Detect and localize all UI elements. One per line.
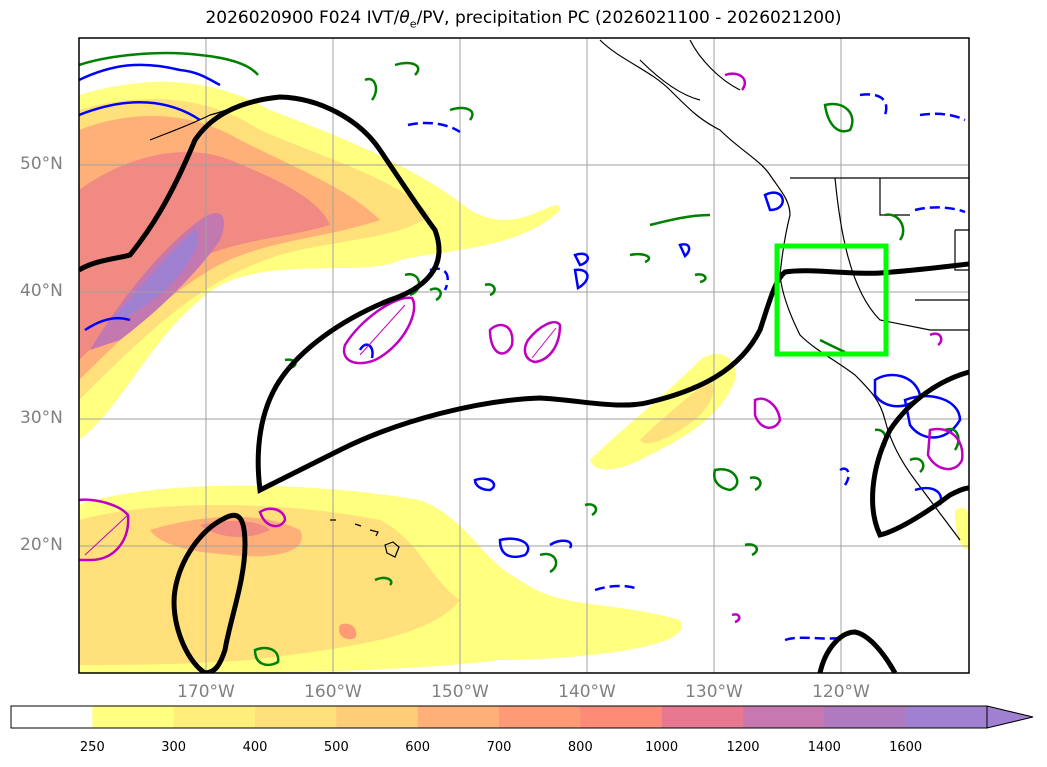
hawaiian-islands	[330, 519, 400, 558]
colorbar-tick-label: 1400	[807, 740, 841, 755]
colorbar-segment	[499, 706, 581, 728]
colorbar-extend-arrow	[986, 705, 1034, 729]
colorbar-tick-label: 800	[567, 740, 593, 755]
colorbar-segment	[580, 706, 663, 728]
title-theta: θ	[399, 8, 410, 28]
title-suffix: /PV, precipitation PC (2026021100 - 2026…	[416, 8, 842, 28]
colorbar-segment	[824, 706, 907, 728]
title-theta-sub: e	[409, 17, 417, 31]
lon-label-150w: 150°W	[431, 682, 489, 702]
colorbar-frame	[10, 705, 988, 729]
gridlines	[79, 38, 969, 673]
ivt-shading-north	[79, 81, 560, 440]
colorbar-tick-label: 300	[161, 740, 187, 755]
lon-label-120w: 120°W	[812, 682, 870, 702]
theta-e-contours	[79, 63, 966, 642]
lat-label-30n: 30°N	[20, 408, 63, 428]
title-prefix: 2026020900 F024 IVT/	[205, 8, 400, 28]
lat-label-40n: 40°N	[20, 281, 63, 301]
colorbar-segment	[11, 706, 93, 728]
colorbar-tick-label: 1000	[645, 740, 679, 755]
lon-label-140w: 140°W	[558, 682, 616, 702]
colorbar-segment	[417, 706, 500, 728]
colorbar-segment	[743, 706, 825, 728]
colorbar-tick-label: 1200	[726, 740, 760, 755]
colorbar-tick-label: 400	[242, 740, 268, 755]
colorbar-segment	[255, 706, 337, 728]
colorbar-segment	[173, 706, 256, 728]
map-frame	[78, 37, 970, 674]
lon-label-130w: 130°W	[685, 682, 743, 702]
colorbar-tick-label: 250	[79, 740, 105, 755]
lat-label-50n: 50°N	[20, 154, 63, 174]
colorbar-segment	[92, 706, 175, 728]
map-title: 2026020900 F024 IVT/θe/PV, precipitation…	[0, 8, 1047, 30]
lon-label-160w: 160°W	[304, 682, 362, 702]
lat-label-20n: 20°N	[20, 535, 63, 555]
highlight-box	[774, 243, 889, 357]
lon-label-170w: 170°W	[177, 682, 235, 702]
colorbar-tick-label: 600	[405, 740, 431, 755]
anomaly-contours	[79, 72, 964, 624]
colorbar-segment	[336, 706, 419, 728]
colorbar-tick-label: 700	[486, 740, 512, 755]
colorbar-tick-label: 500	[323, 740, 349, 755]
colorbar-segments	[11, 706, 988, 728]
colorbar	[10, 705, 1034, 729]
colorbar-segment	[661, 706, 744, 728]
map-panel	[78, 37, 970, 674]
colorbar-segment	[905, 706, 988, 728]
pv-contours	[79, 94, 969, 673]
colorbar-tick-label: 1600	[889, 740, 923, 755]
